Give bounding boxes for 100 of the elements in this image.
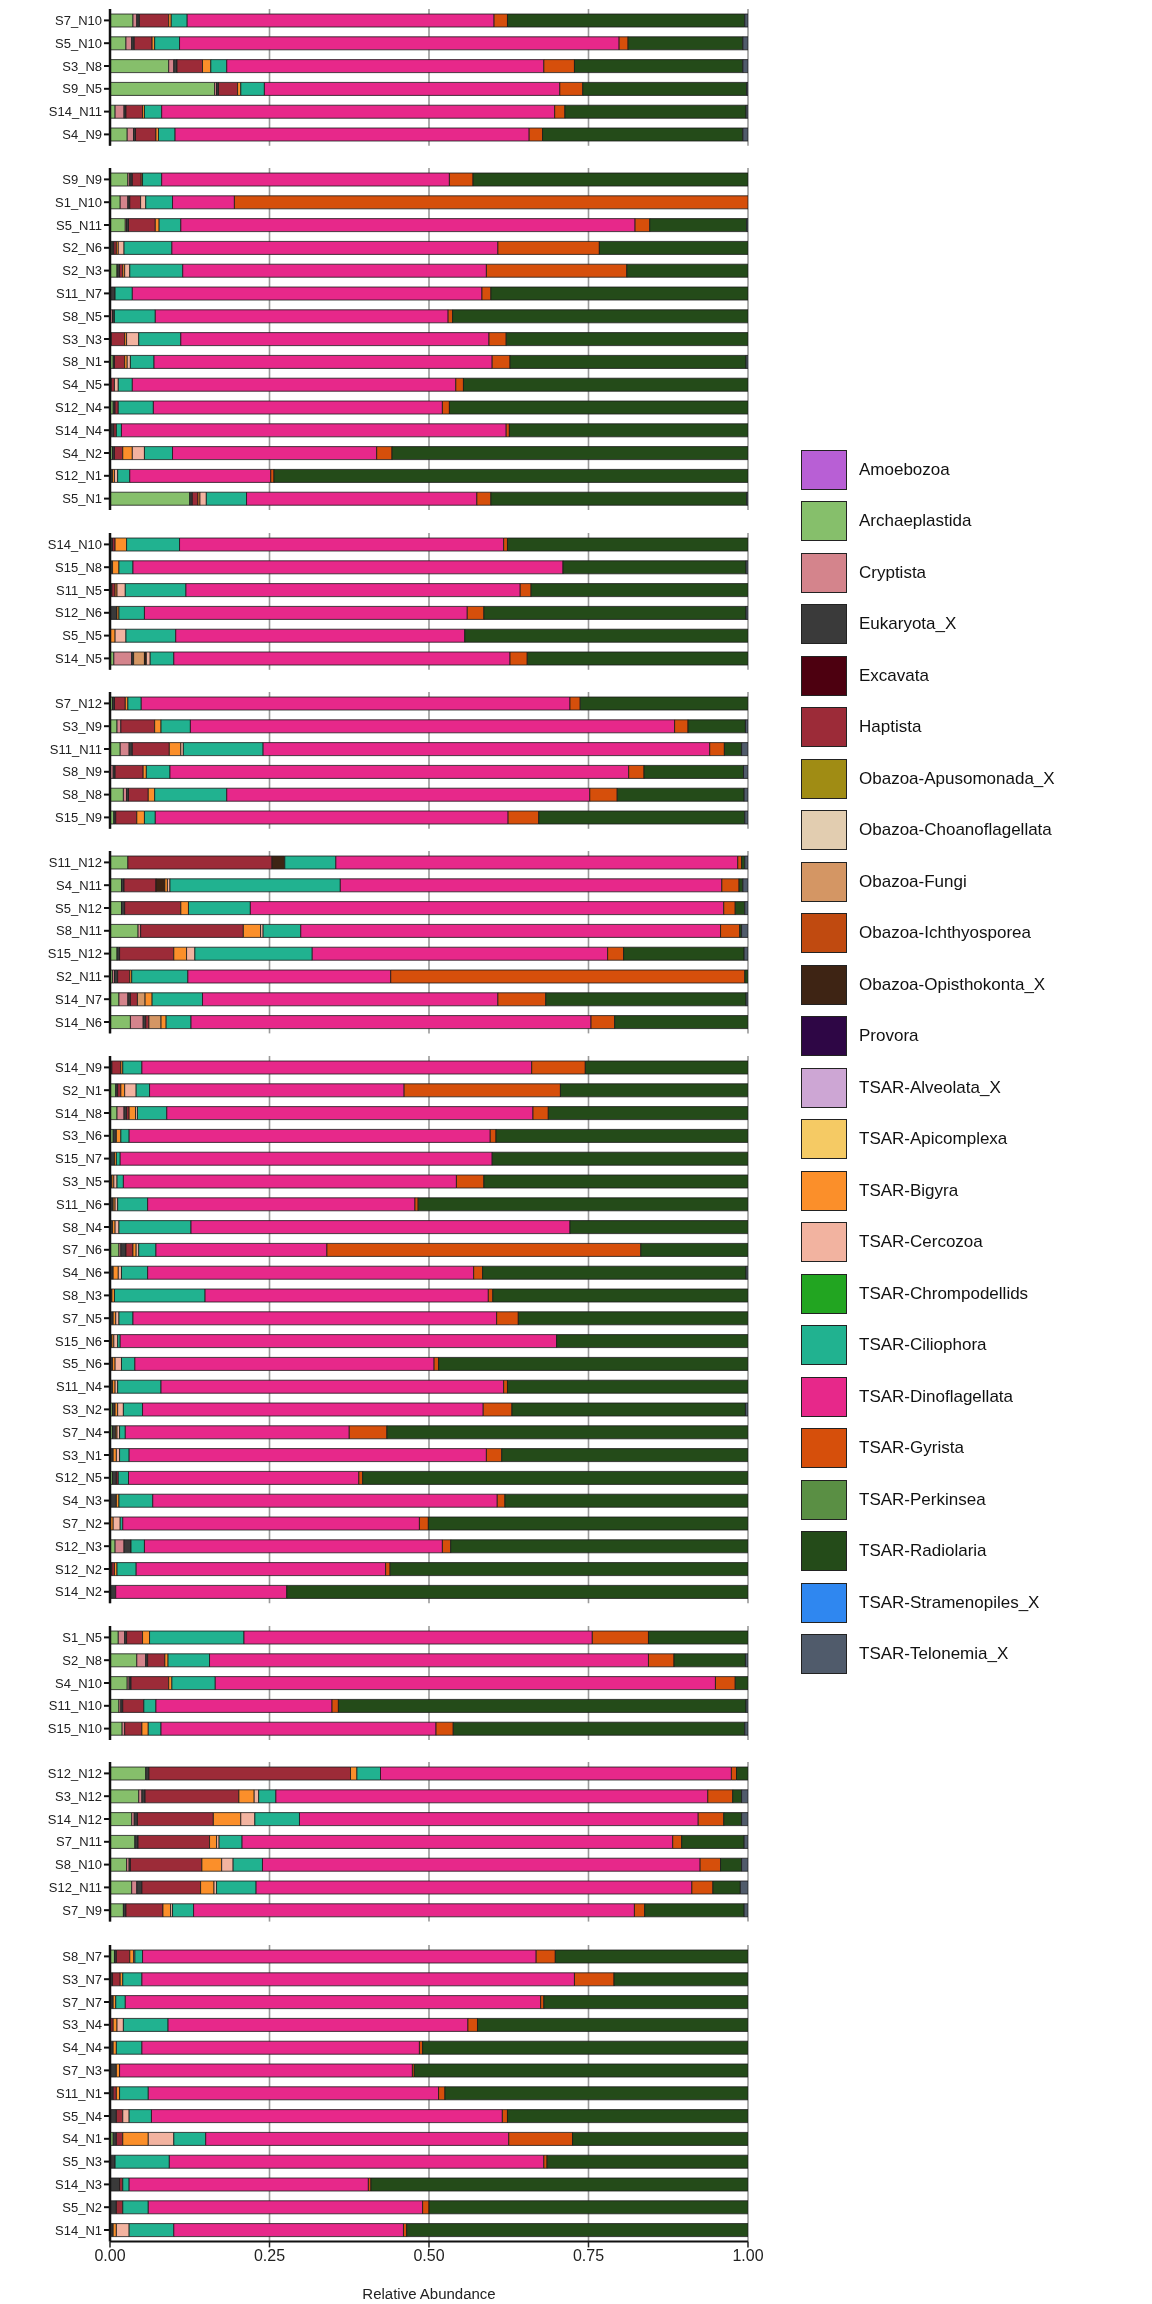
x-tick-label: 1.00: [732, 2246, 764, 2264]
y-tick-label: S8_N8: [62, 787, 103, 803]
y-tick-label: S4_N10: [55, 1675, 102, 1691]
legend-label: Cryptista: [859, 562, 927, 583]
y-tick-label: S5_N4: [62, 2108, 103, 2124]
y-tick-label: S4_N11: [56, 878, 103, 894]
y-tick-label: S3_N2: [62, 1402, 103, 1418]
y-tick-label: S2_N1: [62, 1083, 103, 1099]
y-tick-label: S12_N4: [55, 400, 102, 416]
y-tick-label: S2_N8: [62, 1652, 102, 1668]
legend-label: TSAR-Gyrista: [859, 1438, 964, 1459]
y-tick-label: S7_N5: [62, 1311, 103, 1327]
y-tick-label: S1_N10: [55, 195, 102, 211]
x-axis-title: Relative Abundance: [362, 2284, 496, 2302]
y-tick-label: S8_N4: [62, 1219, 103, 1235]
y-tick-label: S3_N1: [62, 1447, 103, 1463]
y-tick-label: S1_N5: [62, 1629, 102, 1645]
y-tick-label: S12_N11: [48, 1880, 103, 1896]
y-tick-label: S12_N12: [47, 1766, 103, 1782]
y-tick-label: S7_N7: [62, 1994, 103, 2010]
y-tick-label: S4_N5: [62, 377, 102, 393]
y-tick-label: S4_N1: [62, 2130, 103, 2146]
y-tick-label: S8_N7: [62, 1948, 103, 1964]
y-tick-label: S14_N12: [47, 1812, 103, 1828]
y-tick-label: S3_N12: [55, 1789, 103, 1805]
y-tick-label: S15_N7: [55, 1151, 103, 1167]
y-tick-label: S14_N10: [47, 536, 103, 552]
y-tick-label: S7_N4: [62, 1425, 103, 1441]
y-tick-label: S14_N8: [55, 1105, 103, 1121]
y-tick-label: S14_N11: [48, 104, 103, 120]
y-tick-label: S8_N10: [55, 1857, 103, 1873]
y-tick-label: S14_N3: [55, 2176, 103, 2192]
y-tick-label: S8_N1: [62, 354, 102, 370]
y-tick-label: S3_N7: [62, 1971, 103, 1987]
y-tick-label: S3_N5: [62, 1174, 103, 1190]
y-tick-label: S15_N9: [55, 810, 103, 826]
legend-label: TSAR-Apicomplexa: [859, 1129, 1008, 1150]
y-tick-label: S14_N1: [55, 2222, 103, 2238]
y-tick-label: S15_N12: [47, 946, 103, 962]
y-tick-label: S12_N6: [55, 605, 103, 621]
y-tick-label: S15_N6: [55, 1333, 103, 1349]
y-tick-label: S9_N9: [62, 172, 102, 188]
legend-label: TSAR-Chrompodellids: [859, 1283, 1029, 1304]
y-tick-label: S12_N2: [55, 1561, 103, 1577]
y-tick-label: S7_N2: [62, 1516, 103, 1532]
y-tick-label: S5_N10: [55, 35, 103, 51]
legend-label: TSAR-Alveolata_X: [859, 1077, 1001, 1098]
legend-label: Obazoa-Fungi: [859, 871, 967, 892]
y-tick-label: S5_N5: [62, 628, 103, 644]
y-tick-label: S3_N8: [62, 58, 103, 74]
legend-label: Archaeplastida: [859, 511, 972, 532]
y-tick-label: S4_N9: [62, 127, 103, 143]
y-tick-label: S12_N3: [55, 1539, 103, 1555]
y-tick-label: S4_N6: [62, 1265, 103, 1281]
y-tick-label: S4_N2: [62, 445, 102, 461]
y-tick-label: S5_N12: [55, 901, 103, 916]
legend-label: TSAR-Telonemia_X: [859, 1644, 1009, 1665]
x-tick-label: 0.50: [413, 2246, 445, 2264]
y-tick-label: S5_N6: [62, 1356, 103, 1372]
y-tick-label: S3_N4: [62, 2016, 103, 2032]
y-tick-label: S14_N4: [55, 423, 102, 439]
legend-label: TSAR-Bigyra: [859, 1180, 959, 1201]
y-tick-label: S14_N2: [55, 1584, 103, 1600]
y-tick-label: S2_N11: [56, 969, 103, 985]
y-tick-label: S12_N5: [55, 1470, 103, 1486]
y-tick-label: S7_N3: [62, 2062, 103, 2078]
y-tick-label: S11_N1: [56, 2085, 103, 2101]
y-tick-label: S5_N1: [62, 491, 102, 507]
y-tick-label: S11_N5: [56, 582, 103, 598]
y-tick-label: S14_N5: [55, 650, 103, 666]
y-tick-label: S4_N3: [62, 1493, 103, 1509]
y-tick-label: S8_N5: [62, 309, 102, 325]
legend-label: TSAR-Ciliophora: [859, 1335, 987, 1356]
y-tick-label: S14_N6: [55, 1015, 103, 1030]
x-tick-label: 0.75: [572, 2246, 605, 2264]
y-tick-label: S2_N6: [62, 240, 102, 256]
y-tick-label: S4_N4: [62, 2039, 103, 2055]
x-tick-label: 0.00: [94, 2246, 126, 2264]
y-tick-label: S11_N10: [48, 1698, 102, 1714]
y-tick-label: S11_N4: [56, 1379, 103, 1395]
y-tick-label: S7_N11: [56, 1834, 103, 1850]
legend-label: Excavata: [859, 665, 929, 686]
y-tick-label: S7_N6: [62, 1242, 103, 1258]
legend-label: Amoebozoa: [859, 459, 950, 480]
y-tick-label: S2_N3: [62, 263, 102, 279]
legend-label: Eukaryota_X: [859, 614, 957, 635]
y-tick-label: S8_N3: [62, 1288, 103, 1304]
legend-label: Obazoa-Opisthokonta_X: [859, 974, 1046, 995]
y-tick-label: S15_N10: [47, 1721, 102, 1737]
y-tick-label: S5_N3: [62, 2153, 103, 2169]
y-tick-label: S3_N6: [62, 1128, 103, 1144]
y-tick-label: S14_N9: [55, 1060, 103, 1076]
y-tick-label: S3_N9: [62, 718, 103, 734]
legend-label: TSAR-Dinoflagellata: [859, 1386, 1014, 1407]
legend-label: TSAR-Stramenopiles_X: [859, 1592, 1040, 1613]
y-tick-label: S3_N3: [62, 331, 102, 347]
legend-label: Haptista: [859, 717, 922, 738]
y-tick-label: S7_N9: [62, 1903, 103, 1919]
y-tick-label: S11_N7: [55, 286, 102, 302]
y-tick-label: S11_N6: [56, 1197, 103, 1213]
